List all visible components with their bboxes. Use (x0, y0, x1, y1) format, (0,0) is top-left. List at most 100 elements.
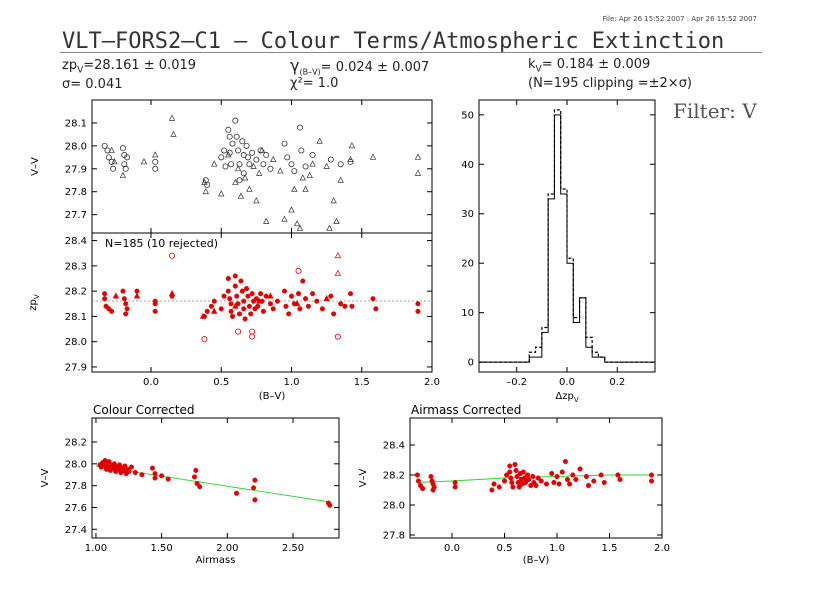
gamma-value: = 0.024 ± 0.007 (320, 60, 430, 75)
vv-top-point (288, 161, 295, 168)
airmass-corrected-point (414, 472, 420, 478)
zp-mid-point (255, 303, 261, 309)
airmass-corrected-point (559, 469, 565, 475)
airmass-corrected-point (564, 476, 571, 483)
colour-corrected-xtick-label: 1.50 (151, 543, 173, 554)
airmass-corrected-point (570, 472, 576, 478)
vv-top-point (250, 162, 257, 169)
vv-top-point (240, 170, 247, 177)
vv-top-point (239, 138, 246, 145)
vv-top-ylabel: V–V (30, 157, 41, 176)
vv-top-point (293, 220, 301, 227)
vv-top-point (253, 197, 260, 204)
vv-top-ytick-label: 27.8 (65, 187, 87, 198)
zp-mid-point (102, 291, 108, 297)
airmass-corrected-point (509, 479, 515, 486)
vv-top-point (108, 146, 115, 153)
zp-mid-point (373, 306, 379, 312)
zp-mid-point (152, 308, 158, 314)
hist-xtick-label: –0.2 (506, 377, 527, 388)
vv-top-point (281, 215, 288, 222)
zp-mid-point (235, 328, 242, 335)
zp-mid-point (121, 296, 127, 302)
vv-top-point (229, 140, 236, 147)
colour-corrected-xtick-label: 2.50 (282, 543, 304, 554)
airmass-corrected-point (507, 469, 513, 475)
airmass-corrected-point (491, 481, 497, 487)
filter-label: Filter: V (673, 99, 757, 123)
zp-mid-point (334, 333, 341, 340)
airmass-corrected-point (554, 473, 560, 480)
vv-top-ytick-label: 27.9 (65, 164, 87, 175)
vv-top-point (246, 185, 253, 192)
zp-mid-ytick-label: 28.1 (65, 312, 87, 323)
zp-mid-ylabel: zpV (28, 294, 41, 311)
zp-mid-point (201, 336, 208, 343)
vv-top-point (222, 163, 229, 170)
k-value: = 0.184 ± 0.009 (541, 57, 651, 72)
vv-top-point (267, 165, 274, 172)
zp-mid-xtick-label: 1.0 (284, 377, 300, 388)
zp-mid-point (242, 316, 248, 322)
hist-ytick-label: 50 (461, 110, 474, 121)
hist-xlabel-sub: V (574, 396, 579, 404)
vv-top-ytick-label: 27.7 (65, 210, 87, 221)
vv-top-point (337, 161, 344, 168)
colour-corrected-point (152, 475, 158, 481)
title-rule (60, 52, 762, 53)
zp-mid-point (225, 288, 231, 294)
vv-top-point (218, 154, 225, 161)
vv-top-point (281, 140, 288, 147)
airmass-corrected-point (430, 487, 436, 493)
airmass-corrected-point (516, 484, 522, 490)
zp-mid-point (319, 306, 325, 312)
zp-mid-point (334, 251, 342, 259)
airmass-corrected-point (533, 482, 539, 489)
zp-mid-point (267, 301, 273, 307)
zp-mid-point (331, 311, 337, 317)
zp-mid-point (112, 292, 120, 299)
airmass-corrected-point (510, 484, 516, 490)
airmass-corrected-point (507, 463, 513, 469)
airmass-corrected-point (617, 476, 623, 483)
zp-mid-ytick-label: 27.9 (65, 362, 87, 373)
airmass-corrected-point (452, 484, 458, 490)
zp-mid-point (225, 275, 231, 282)
vv-top-point (152, 165, 159, 172)
airmass-corrected-point (615, 472, 621, 478)
vv-top-point (170, 130, 177, 137)
hist-ytick-label: 40 (461, 160, 474, 171)
colour-corrected-xtick-label: 2.00 (216, 543, 238, 554)
vv-top-point (302, 163, 309, 170)
zp-mid-point (169, 252, 176, 259)
vv-top-point (236, 161, 243, 168)
vv-top-point (414, 153, 422, 160)
colour-corrected-point (251, 485, 257, 491)
zp-mid-point (267, 292, 274, 299)
vv-top-point (225, 151, 232, 158)
airmass-corrected-ytick-label: 28.0 (383, 501, 405, 512)
colour-corrected-point (126, 468, 132, 475)
vv-top-point (105, 154, 112, 161)
colour-corrected-point (111, 461, 117, 467)
zp-mid-point (258, 291, 264, 297)
airmass-corrected-point (549, 470, 555, 477)
airmass-corrected-xtick-label: 0.5 (497, 543, 513, 554)
zp-mid-point (293, 300, 301, 307)
vv-top-point (291, 168, 298, 175)
zp-mid-xtick-label: 1.5 (354, 377, 370, 388)
colour-corrected-point (165, 476, 171, 482)
colour-corrected-point (194, 480, 200, 487)
airmass-corrected-point (526, 476, 532, 483)
zp-mid-point (229, 313, 236, 319)
zp-mid-point (218, 306, 224, 312)
vv-top-point (347, 155, 354, 162)
hist-ytick-label: 30 (461, 209, 474, 220)
vv-top-point (333, 217, 340, 224)
vv-top-point (236, 177, 243, 184)
colour-corrected-point (252, 497, 258, 503)
zp-mid-point (243, 286, 250, 292)
colour-corrected-ytick-label: 28.0 (65, 459, 87, 470)
vv-top-point (258, 146, 266, 153)
hist-xtick-label: 0.0 (559, 377, 575, 388)
